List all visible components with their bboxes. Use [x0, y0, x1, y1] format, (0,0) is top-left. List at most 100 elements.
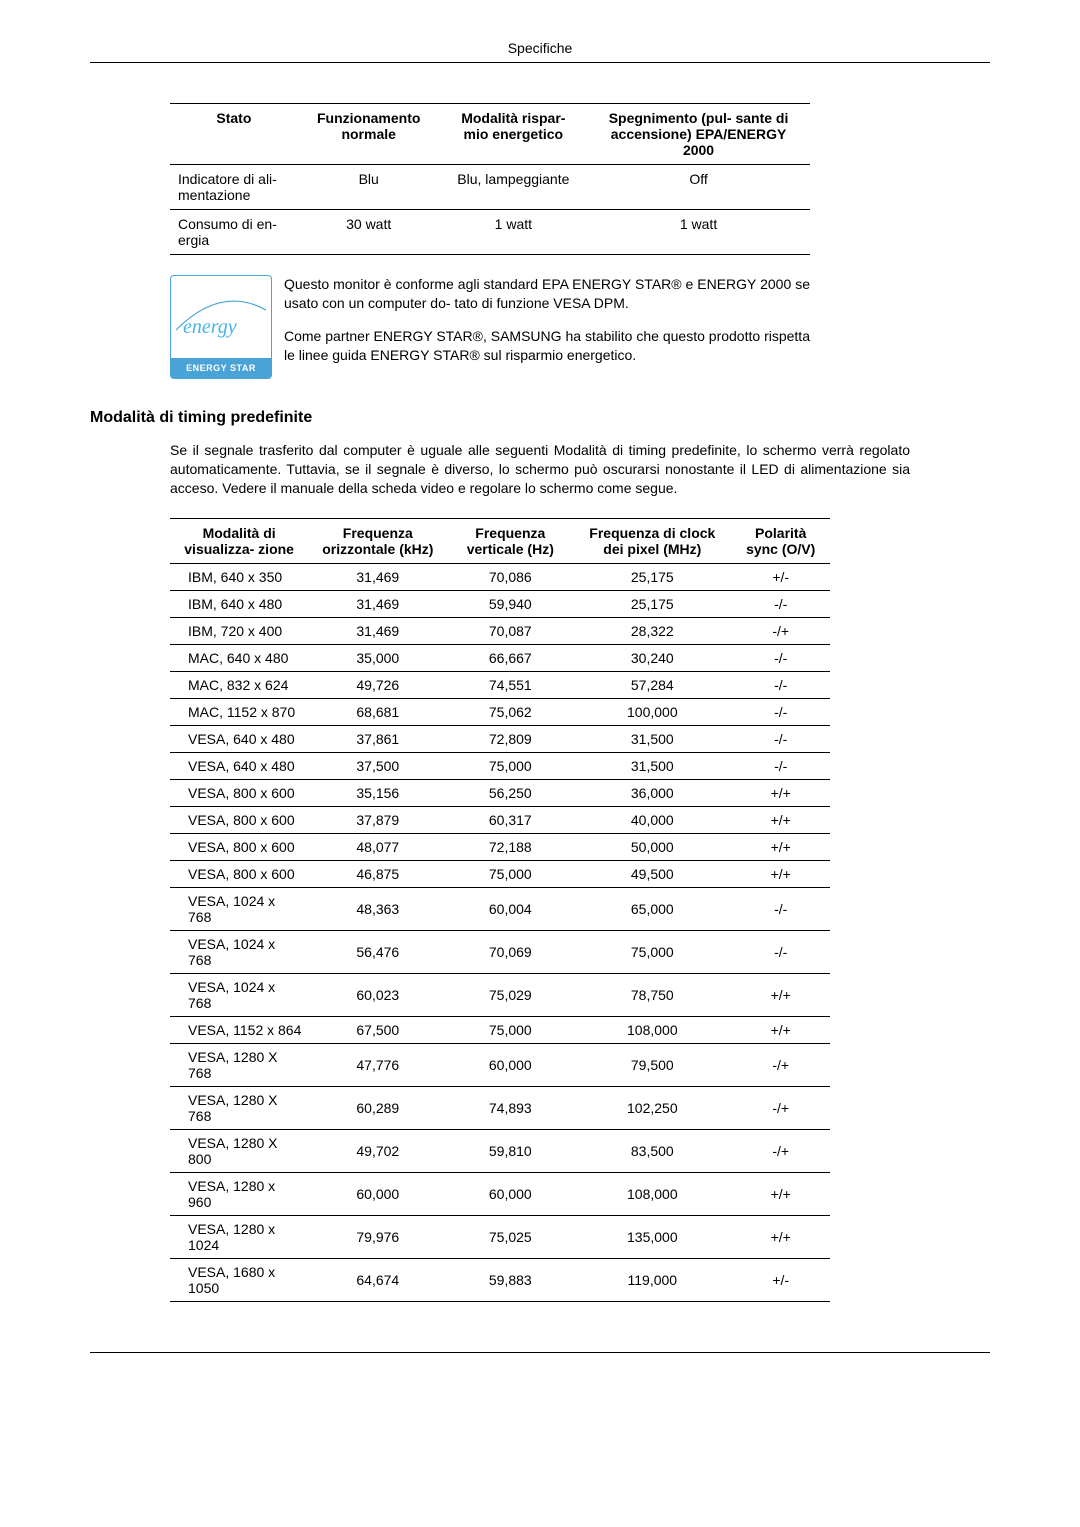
- timing-th-mode: Modalità di visualizza- zione: [170, 518, 308, 563]
- timing-cell: VESA, 800 x 600: [170, 806, 308, 833]
- timing-cell: 35,000: [308, 644, 447, 671]
- timing-heading: Modalità di timing predefinite: [90, 409, 990, 427]
- energy-para-2: Come partner ENERGY STAR®, SAMSUNG ha st…: [284, 327, 810, 365]
- timing-cell: 60,000: [447, 1172, 573, 1215]
- timing-cell: VESA, 1280 X 800: [170, 1129, 308, 1172]
- timing-cell: VESA, 800 x 600: [170, 833, 308, 860]
- power-cell: Consumo di en- ergia: [170, 210, 298, 255]
- timing-cell: 108,000: [573, 1016, 731, 1043]
- timing-row: VESA, 1280 x 102479,97675,025135,000+/+: [170, 1215, 830, 1258]
- timing-intro: Se il segnale trasferito dal computer è …: [170, 441, 910, 498]
- timing-cell: 25,175: [573, 563, 731, 590]
- timing-row: VESA, 1024 x 76848,36360,00465,000-/-: [170, 887, 830, 930]
- timing-cell: 79,500: [573, 1043, 731, 1086]
- timing-cell: 49,726: [308, 671, 447, 698]
- timing-cell: 31,500: [573, 725, 731, 752]
- timing-cell: 56,250: [447, 779, 573, 806]
- timing-row: VESA, 1280 X 76860,28974,893102,250-/+: [170, 1086, 830, 1129]
- timing-row: MAC, 640 x 48035,00066,66730,240-/-: [170, 644, 830, 671]
- timing-row: IBM, 720 x 40031,46970,08728,322-/+: [170, 617, 830, 644]
- timing-cell: 48,077: [308, 833, 447, 860]
- timing-cell: -/-: [731, 930, 830, 973]
- timing-cell: 31,500: [573, 752, 731, 779]
- timing-cell: 59,940: [447, 590, 573, 617]
- timing-th-pol: Polarità sync (O/V): [731, 518, 830, 563]
- timing-cell: MAC, 1152 x 870: [170, 698, 308, 725]
- timing-cell: 60,000: [447, 1043, 573, 1086]
- timing-row: VESA, 1680 x 105064,67459,883119,000+/-: [170, 1258, 830, 1301]
- timing-cell: -/+: [731, 1043, 830, 1086]
- energy-star-logo: energy ENERGY STAR: [170, 275, 272, 379]
- power-row: Indicatore di ali- mentazioneBluBlu, lam…: [170, 165, 810, 210]
- timing-cell: 50,000: [573, 833, 731, 860]
- timing-row: VESA, 1024 x 76856,47670,06975,000-/-: [170, 930, 830, 973]
- timing-row: VESA, 640 x 48037,86172,80931,500-/-: [170, 725, 830, 752]
- timing-cell: VESA, 1680 x 1050: [170, 1258, 308, 1301]
- timing-cell: 60,317: [447, 806, 573, 833]
- power-cell: 1 watt: [587, 210, 810, 255]
- timing-cell: +/+: [731, 973, 830, 1016]
- timing-cell: 75,029: [447, 973, 573, 1016]
- timing-cell: 37,861: [308, 725, 447, 752]
- timing-cell: 31,469: [308, 617, 447, 644]
- timing-cell: -/-: [731, 887, 830, 930]
- timing-row: VESA, 1280 X 76847,77660,00079,500-/+: [170, 1043, 830, 1086]
- timing-cell: 74,551: [447, 671, 573, 698]
- timing-cell: +/+: [731, 1016, 830, 1043]
- timing-cell: 59,810: [447, 1129, 573, 1172]
- power-cell: 1 watt: [440, 210, 587, 255]
- timing-cell: 72,188: [447, 833, 573, 860]
- timing-cell: +/+: [731, 833, 830, 860]
- timing-cell: VESA, 1024 x 768: [170, 973, 308, 1016]
- timing-cell: 36,000: [573, 779, 731, 806]
- timing-cell: IBM, 640 x 350: [170, 563, 308, 590]
- power-th-normal: Funzionamento normale: [298, 104, 440, 165]
- timing-cell: 79,976: [308, 1215, 447, 1258]
- timing-cell: -/-: [731, 698, 830, 725]
- timing-cell: +/+: [731, 860, 830, 887]
- timing-cell: 28,322: [573, 617, 731, 644]
- timing-th-vfreq: Frequenza verticale (Hz): [447, 518, 573, 563]
- timing-row: VESA, 1024 x 76860,02375,02978,750+/+: [170, 973, 830, 1016]
- timing-cell: 56,476: [308, 930, 447, 973]
- timing-cell: 75,000: [447, 1016, 573, 1043]
- timing-cell: 25,175: [573, 590, 731, 617]
- timing-cell: 100,000: [573, 698, 731, 725]
- timing-cell: -/+: [731, 617, 830, 644]
- timing-cell: -/+: [731, 1086, 830, 1129]
- timing-th-hfreq: Frequenza orizzontale (kHz): [308, 518, 447, 563]
- power-cell: 30 watt: [298, 210, 440, 255]
- timing-cell: 31,469: [308, 563, 447, 590]
- timing-row: VESA, 800 x 60035,15656,25036,000+/+: [170, 779, 830, 806]
- energy-star-text: Questo monitor è conforme agli standard …: [284, 275, 810, 379]
- timing-cell: 57,284: [573, 671, 731, 698]
- power-th-saver: Modalità rispar- mio energetico: [440, 104, 587, 165]
- timing-cell: -/-: [731, 752, 830, 779]
- timing-cell: MAC, 832 x 624: [170, 671, 308, 698]
- timing-cell: 68,681: [308, 698, 447, 725]
- timing-cell: 75,025: [447, 1215, 573, 1258]
- timing-cell: VESA, 1280 X 768: [170, 1086, 308, 1129]
- timing-cell: 37,500: [308, 752, 447, 779]
- timing-cell: VESA, 800 x 600: [170, 860, 308, 887]
- timing-cell: VESA, 1024 x 768: [170, 930, 308, 973]
- timing-cell: 75,000: [447, 752, 573, 779]
- timing-row: IBM, 640 x 35031,46970,08625,175+/-: [170, 563, 830, 590]
- timing-row: VESA, 800 x 60048,07772,18850,000+/+: [170, 833, 830, 860]
- timing-cell: 49,702: [308, 1129, 447, 1172]
- timing-cell: 48,363: [308, 887, 447, 930]
- timing-cell: 70,069: [447, 930, 573, 973]
- timing-row: VESA, 800 x 60037,87960,31740,000+/+: [170, 806, 830, 833]
- power-table: Stato Funzionamento normale Modalità ris…: [170, 103, 810, 255]
- timing-cell: 49,500: [573, 860, 731, 887]
- timing-cell: VESA, 1024 x 768: [170, 887, 308, 930]
- timing-cell: MAC, 640 x 480: [170, 644, 308, 671]
- timing-cell: 108,000: [573, 1172, 731, 1215]
- timing-cell: 60,004: [447, 887, 573, 930]
- timing-cell: 37,879: [308, 806, 447, 833]
- timing-cell: 135,000: [573, 1215, 731, 1258]
- timing-cell: 75,000: [573, 930, 731, 973]
- energy-star-section: energy ENERGY STAR Questo monitor è conf…: [170, 275, 810, 379]
- timing-cell: 30,240: [573, 644, 731, 671]
- timing-cell: -/-: [731, 725, 830, 752]
